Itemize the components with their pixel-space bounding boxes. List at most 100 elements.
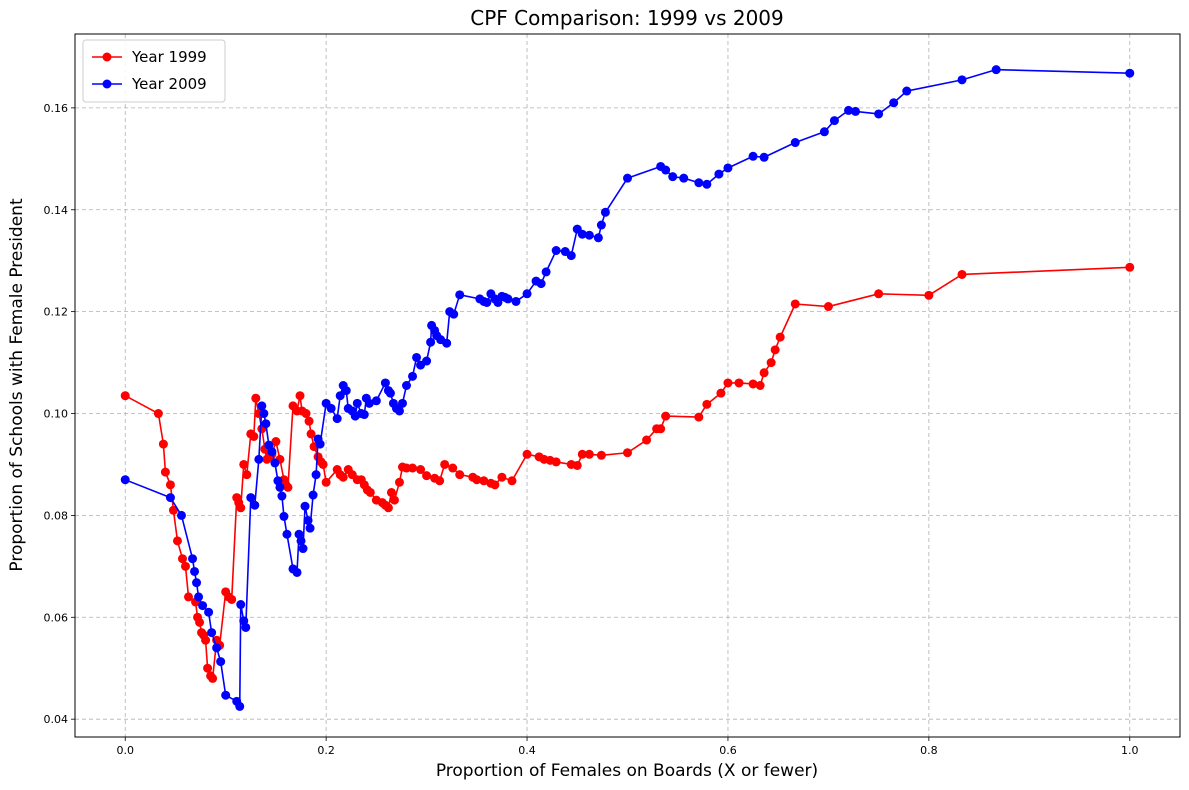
data-point-year-1999: [661, 411, 671, 421]
legend-marker-2009: [102, 79, 112, 89]
x-tick-label: 1.0: [1121, 744, 1139, 757]
data-point-year-1999: [203, 663, 213, 673]
data-point-year-1999: [394, 477, 404, 487]
data-point-year-2009: [204, 607, 214, 617]
data-point-year-2009: [216, 657, 226, 667]
data-point-year-2009: [577, 229, 587, 239]
data-point-year-1999: [490, 480, 500, 490]
data-point-year-2009: [402, 381, 411, 390]
data-point-year-2009: [819, 127, 829, 137]
data-point-year-1999: [208, 673, 218, 683]
data-point-year-1999: [507, 476, 517, 486]
series-year-2009: [120, 65, 1135, 711]
data-point-year-1999: [823, 302, 833, 312]
data-point-year-2009: [270, 458, 280, 468]
data-point-year-1999: [472, 475, 482, 485]
data-point-year-1999: [572, 460, 582, 470]
data-point-year-2009: [236, 600, 246, 610]
data-point-year-2009: [326, 403, 336, 413]
x-axis-label: Proportion of Females on Boards (X or fe…: [436, 761, 818, 781]
data-point-year-2009: [261, 419, 271, 429]
data-point-year-1999: [236, 503, 246, 513]
data-point-year-1999: [734, 378, 744, 388]
data-point-year-2009: [165, 493, 175, 503]
y-tick-label: 0.04: [44, 713, 69, 726]
data-point-year-2009: [259, 409, 269, 419]
data-point-year-2009: [422, 356, 432, 366]
data-point-year-2009: [292, 567, 302, 577]
data-point-year-2009: [120, 475, 130, 485]
data-point-year-2009: [257, 401, 267, 411]
data-point-year-1999: [306, 429, 316, 439]
data-point-year-2009: [584, 230, 594, 240]
data-point-year-2009: [394, 406, 404, 416]
data-point-year-1999: [775, 332, 785, 342]
data-point-year-1999: [172, 536, 182, 546]
data-point-year-1999: [448, 463, 458, 473]
data-point-year-2009: [723, 163, 733, 173]
data-point-year-2009: [277, 491, 287, 501]
data-point-year-1999: [251, 393, 261, 403]
data-point-year-2009: [364, 398, 374, 408]
data-point-year-1999: [177, 554, 187, 564]
data-point-year-2009: [194, 592, 204, 602]
data-point-year-1999: [321, 477, 331, 487]
data-point-year-1999: [227, 594, 237, 604]
data-point-year-2009: [275, 482, 285, 492]
data-point-year-2009: [397, 398, 407, 408]
x-tick-label: 0.8: [920, 744, 938, 757]
data-point-year-2009: [679, 173, 689, 183]
x-tick-label: 0.2: [317, 744, 335, 757]
data-point-year-2009: [267, 447, 277, 457]
data-point-year-2009: [212, 643, 222, 653]
y-axis-label: Proportion of Schools with Female Presid…: [7, 198, 27, 572]
data-point-year-1999: [790, 299, 800, 309]
data-point-year-1999: [596, 450, 606, 460]
data-point-year-2009: [352, 398, 362, 408]
data-point-year-1999: [389, 495, 399, 505]
data-point-year-1999: [479, 476, 489, 486]
data-point-year-2009: [541, 267, 551, 277]
data-point-year-1999: [874, 289, 884, 299]
data-point-year-1999: [301, 409, 311, 419]
data-point-year-2009: [714, 169, 724, 179]
data-point-year-2009: [305, 523, 315, 533]
data-point-year-1999: [153, 409, 163, 419]
data-point-year-2009: [192, 578, 202, 588]
chart-title: CPF Comparison: 1999 vs 2009: [470, 6, 784, 30]
data-point-year-1999: [455, 470, 465, 480]
data-point-year-2009: [661, 165, 671, 175]
data-point-year-1999: [201, 635, 211, 645]
data-point-year-2009: [449, 309, 459, 319]
y-tick-label: 0.08: [44, 509, 69, 522]
data-point-year-2009: [190, 566, 200, 576]
data-point-year-2009: [551, 246, 561, 255]
data-point-year-2009: [246, 493, 256, 503]
y-tick-label: 0.06: [44, 611, 69, 624]
x-tick-label: 0.4: [518, 744, 536, 757]
data-point-year-2009: [748, 151, 758, 161]
data-point-year-1999: [755, 381, 765, 390]
plot-series: [120, 65, 1135, 711]
data-point-year-2009: [296, 536, 306, 546]
data-point-year-1999: [770, 345, 780, 355]
data-point-year-1999: [924, 290, 934, 300]
data-point-year-2009: [851, 106, 861, 116]
data-point-year-1999: [642, 435, 652, 445]
legend-label-2009: Year 2009: [131, 75, 207, 93]
data-point-year-1999: [551, 457, 561, 467]
data-point-year-2009: [844, 105, 853, 115]
data-point-year-2009: [298, 544, 308, 554]
data-point-year-1999: [184, 592, 194, 602]
data-point-year-1999: [759, 368, 769, 378]
data-point-year-1999: [295, 391, 305, 401]
data-point-year-1999: [338, 472, 348, 482]
data-point-year-2009: [829, 116, 839, 126]
legend-label-1999: Year 1999: [131, 48, 207, 66]
x-tick-label: 0.0: [116, 744, 134, 757]
data-point-year-1999: [168, 505, 178, 515]
data-point-year-1999: [318, 459, 328, 469]
y-axis-ticks: 0.04 0.06 0.08 0.10 0.12 0.14 0.16: [44, 102, 75, 726]
data-point-year-2009: [596, 220, 606, 230]
